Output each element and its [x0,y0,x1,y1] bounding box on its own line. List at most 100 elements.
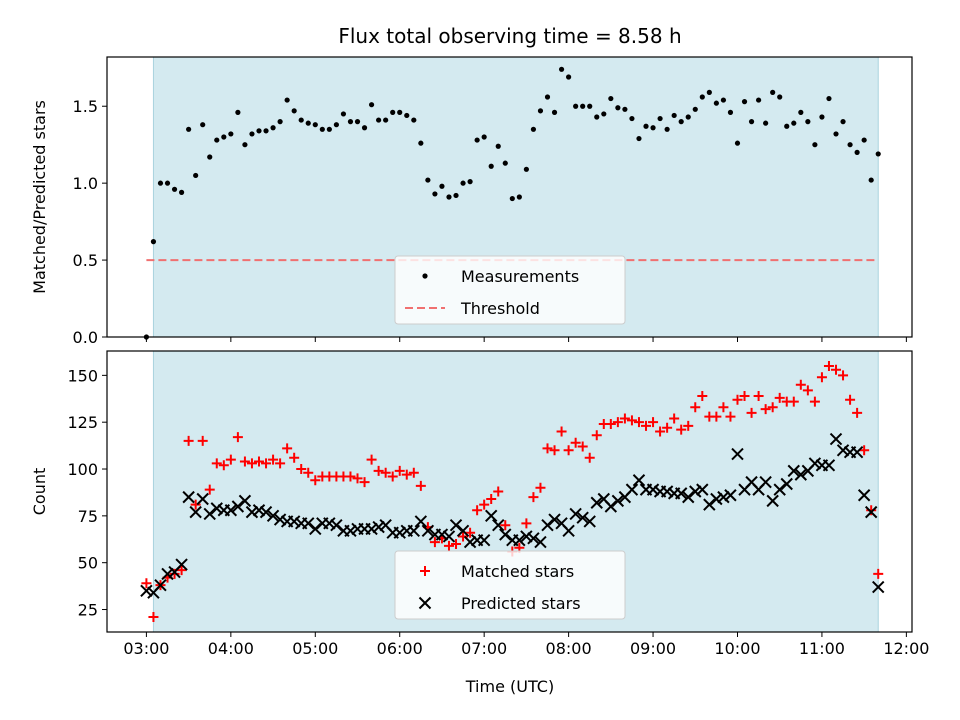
measurement-point [326,126,332,132]
x-tick-label: 06:00 [377,639,423,658]
measurement-point [861,137,867,143]
measurement-point [340,111,347,117]
matched-point [739,390,750,401]
matched-point [352,473,363,484]
predicted-point [323,517,336,530]
measurement-point [544,94,551,100]
predicted-point [203,507,216,521]
predicted-point [435,528,449,541]
measurement-point [784,123,790,129]
predicted-point [372,520,385,534]
matched-point [802,385,813,396]
x-tick-label: 10:00 [714,639,760,658]
predicted-point [724,489,737,502]
measurement-point [502,160,508,166]
measurement-point [812,142,818,148]
measurement-point [720,97,727,103]
measurement-point [601,111,607,117]
measurement-point [178,189,185,195]
measurement-point [277,119,283,125]
y-tick-label: 25 [78,601,98,620]
predicted-point [660,485,674,498]
measurement-point [368,102,375,108]
measurement-point [249,131,255,137]
legend-label: Matched stars [461,562,574,581]
measurement-point [594,114,600,120]
legend-marker-matched [420,566,430,576]
measurement-point [805,119,811,125]
predicted-point [393,526,406,539]
matched-point [549,445,560,456]
matched-point [556,426,567,437]
predicted-point [829,432,843,446]
legend-label: Threshold [460,299,540,318]
matched-point [788,396,799,407]
matched-point [275,458,286,469]
matched-point [183,435,194,446]
measurement-point [390,109,396,115]
predicted-point [717,490,730,504]
measurement-point [446,194,452,200]
measurement-point [713,100,719,106]
measurement-point [143,334,150,340]
matched-point [528,492,539,503]
predicted-point [414,515,428,528]
measurement-point [319,126,325,132]
matched-point [697,390,708,401]
measurement-point [418,140,424,146]
matched-point [838,370,849,381]
y-tick-label: 0.0 [73,328,98,347]
axes-frame [106,350,913,633]
x-tick-label: 09:00 [630,639,676,658]
predicted-point [407,524,421,538]
y-tick-label: 1.5 [73,97,98,116]
matched-point [767,402,778,413]
predicted-point [442,530,456,543]
predicted-point [238,494,252,508]
y-tick-label: 0.5 [73,251,98,270]
matched-point [760,404,771,415]
x-tick-label: 04:00 [208,639,254,658]
predicted-point [703,498,716,511]
measurement-point [734,140,741,146]
measurement-point [150,239,157,245]
measurement-point [333,122,339,128]
y-tick-label: 150 [67,366,98,385]
matched-point [373,465,384,476]
matched-point [458,531,469,542]
measurement-point [474,137,480,143]
matched-point [451,538,462,549]
x-tick-label: 11:00 [799,639,845,658]
predicted-point [604,500,618,513]
matched-point [169,568,180,579]
matched-point [816,372,827,383]
measurement-point [460,180,466,186]
measurement-point [488,163,494,169]
measurement-point [608,95,614,102]
measurement-point [256,128,262,134]
matched-point [141,578,152,589]
measurement-point [284,97,290,103]
predicted-point [175,558,188,571]
legend-marker-measurements [422,273,428,279]
predicted-point [365,522,378,536]
measurement-point [636,135,642,142]
predicted-point [548,513,561,526]
matched-point [823,360,834,371]
matched-point [345,471,356,482]
matched-point [605,419,616,430]
matched-point [282,443,293,454]
matched-point [261,458,272,469]
matched-point [873,568,884,579]
predicted-point [196,492,209,506]
predicted-point [245,505,259,519]
predicted-point [527,532,540,545]
matched-point [190,499,201,510]
measurement-point [404,112,410,119]
measurement-point [530,126,537,132]
predicted-point [583,515,596,528]
x-axis-label: Time (UTC) [465,677,554,696]
measurement-point [425,177,431,183]
predicted-point [864,505,878,519]
matched-point [415,480,426,491]
